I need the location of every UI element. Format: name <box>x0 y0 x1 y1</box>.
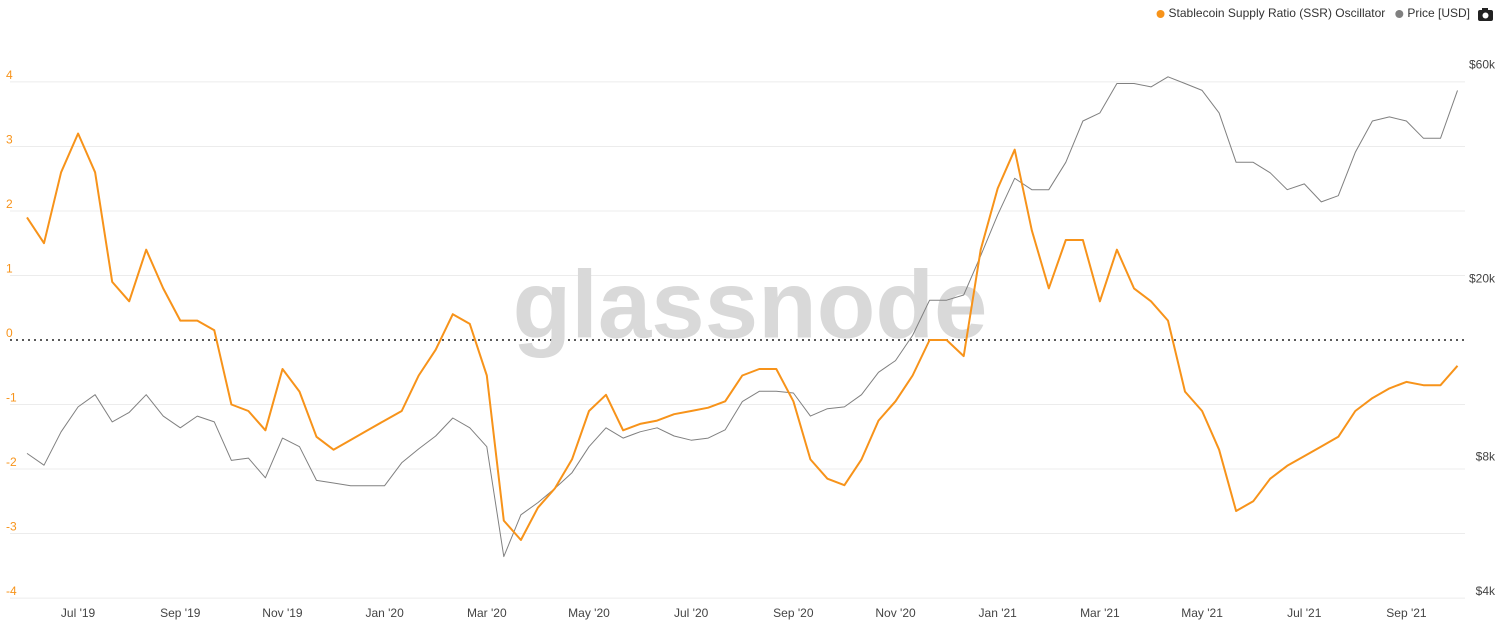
x-tick-label: Jan '20 <box>365 606 404 620</box>
x-tick-label: Jul '19 <box>61 606 96 620</box>
x-tick-label: Mar '20 <box>467 606 507 620</box>
camera-lens[interactable] <box>1482 12 1489 19</box>
x-tick-label: Mar '21 <box>1080 606 1120 620</box>
x-tick-label: Jan '21 <box>979 606 1018 620</box>
y-tick-label: 4 <box>6 68 13 82</box>
y-tick-label: -4 <box>6 584 17 598</box>
y-tick-label: 0 <box>6 326 13 340</box>
y2-tick-label: $4k <box>1476 584 1496 598</box>
y2-tick-label: $8k <box>1476 449 1496 463</box>
legend-label: Stablecoin Supply Ratio (SSR) Oscillator <box>1169 6 1386 20</box>
y-tick-label: 3 <box>6 133 13 147</box>
y-tick-label: -1 <box>6 391 17 405</box>
x-tick-label: Sep '20 <box>773 606 814 620</box>
legend-label: Price [USD] <box>1407 6 1470 20</box>
y-tick-label: -2 <box>6 455 17 469</box>
y2-tick-label: $20k <box>1469 271 1496 285</box>
legend-marker <box>1395 10 1404 18</box>
x-tick-label: May '20 <box>568 606 610 620</box>
y2-tick-label: $60k <box>1469 58 1496 72</box>
camera-top[interactable] <box>1482 8 1488 11</box>
y-tick-label: 2 <box>6 197 13 211</box>
watermark: glassnode <box>513 251 988 358</box>
legend-marker <box>1156 10 1165 18</box>
ssr-line <box>26 132 1459 541</box>
x-tick-label: Nov '19 <box>262 606 303 620</box>
price-line <box>26 76 1458 558</box>
x-tick-label: May '21 <box>1181 606 1223 620</box>
x-tick-label: Sep '19 <box>160 606 201 620</box>
x-tick-label: Jul '21 <box>1287 606 1322 620</box>
camera-icon[interactable] <box>1478 8 1493 21</box>
x-tick-label: Sep '21 <box>1386 606 1427 620</box>
x-tick-label: Jul '20 <box>674 606 709 620</box>
y-tick-label: -3 <box>6 520 17 534</box>
x-tick-label: Nov '20 <box>875 606 916 620</box>
y-tick-label: 1 <box>6 262 13 276</box>
